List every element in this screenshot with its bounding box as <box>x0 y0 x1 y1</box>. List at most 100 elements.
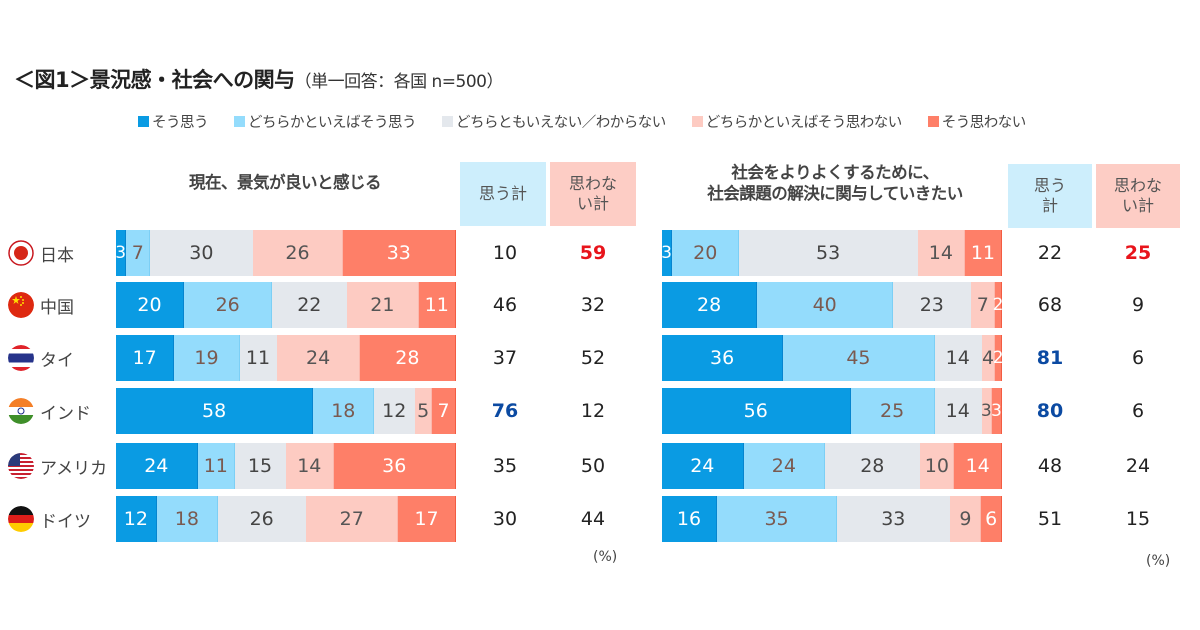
bar-segment: 21 <box>347 282 419 328</box>
data-label: 18 <box>331 400 356 422</box>
positive-total-value: 81 <box>1036 347 1064 369</box>
bar-segment: 35 <box>716 496 838 542</box>
bar-segment: 18 <box>156 496 218 542</box>
bar-segment: 9 <box>950 496 982 542</box>
data-label: 26 <box>249 508 274 530</box>
legend-label: そう思わない <box>941 115 1027 131</box>
legend-label: どちらかといえばそう思う <box>248 115 417 131</box>
bar-segment: 28 <box>359 335 456 381</box>
legend: そう思う どちらかといえばそう思う どちらともいえない／わからない どちらかといえばそ… <box>138 111 1026 132</box>
bar-segment: 19 <box>174 335 240 381</box>
negative-total-value: 9 <box>1131 294 1145 316</box>
bar-segment: 28 <box>662 282 758 328</box>
positive-total-value: 30 <box>492 508 518 530</box>
country-label: アメリカ <box>8 453 107 479</box>
country-label: ドイツ <box>8 506 91 532</box>
data-label: 20 <box>137 294 162 316</box>
usa-flag-icon <box>8 453 34 479</box>
data-label: 2 <box>992 295 1004 315</box>
legend-label: どちらともいえない／わからない <box>456 115 666 131</box>
data-label: 36 <box>382 455 407 477</box>
negative-total-value: 12 <box>580 400 606 422</box>
data-label: 10 <box>924 455 949 477</box>
country-label: 中国 <box>8 292 74 318</box>
legend-item: どちらかといえばそう思わない <box>691 111 902 132</box>
bar-segment: 12 <box>116 496 157 542</box>
stacked-bar: 12 18 26 27 17 <box>116 496 456 542</box>
unit-label-left: (%) <box>593 549 618 565</box>
bar-segment: 36 <box>333 443 456 489</box>
data-label: 45 <box>846 347 871 369</box>
legend-swatch-icon <box>442 116 453 127</box>
data-label: 25 <box>879 400 905 422</box>
bar-segment: 26 <box>253 230 343 276</box>
stacked-bar: 28 40 23 7 2 <box>662 282 1004 328</box>
data-label: 3 <box>115 243 127 263</box>
data-label: 58 <box>202 400 227 422</box>
data-label: 40 <box>812 294 837 316</box>
legend-label: そう思う <box>152 115 209 131</box>
bar-segment: 14 <box>934 388 982 434</box>
bar-segment: 10 <box>920 443 955 489</box>
data-label: 28 <box>395 347 420 369</box>
positive-total-value: 51 <box>1037 508 1063 530</box>
country-name: ドイツ <box>40 511 91 532</box>
china-flag-icon <box>8 292 34 318</box>
data-label: 3 <box>661 243 672 263</box>
bar-segment: 53 <box>739 230 918 276</box>
data-label: 14 <box>928 242 953 264</box>
legend-swatch-icon <box>927 116 939 127</box>
bar-segment: 27 <box>306 496 399 542</box>
bar-segment: 3 <box>661 230 673 276</box>
bar-segment: 11 <box>239 335 278 381</box>
data-label: 33 <box>386 242 411 264</box>
bar-segment: 11 <box>197 443 235 489</box>
data-label: 30 <box>189 242 214 264</box>
bar-segment: 14 <box>954 443 1002 489</box>
left-header-negative-total: 思わな い計 <box>550 162 636 226</box>
bar-segment: 14 <box>285 443 334 489</box>
positive-total-value: 35 <box>492 455 518 477</box>
data-label: 26 <box>285 242 310 264</box>
bar-segment: 12 <box>374 388 416 434</box>
legend-swatch-icon <box>138 116 149 127</box>
japan-flag-icon <box>8 240 34 266</box>
negative-total-value: 50 <box>580 455 606 477</box>
country-label: タイ <box>8 345 74 371</box>
bar-segment: 23 <box>893 282 972 328</box>
data-label: 17 <box>414 508 439 530</box>
bar-segment: 26 <box>217 496 307 542</box>
bar-segment: 14 <box>934 335 982 381</box>
data-label: 14 <box>945 400 970 422</box>
data-label: 28 <box>860 455 885 477</box>
bar-segment: 11 <box>964 230 1002 276</box>
bar-segment: 33 <box>837 496 951 542</box>
negative-total-value: 25 <box>1124 242 1152 264</box>
positive-total-value: 22 <box>1037 242 1063 264</box>
data-label: 17 <box>132 347 157 369</box>
stacked-bar: 24 11 15 14 36 <box>116 443 456 489</box>
data-label: 35 <box>764 508 789 530</box>
data-label: 28 <box>697 294 722 316</box>
india-flag-icon <box>8 398 34 424</box>
bar-segment: 24 <box>277 335 360 381</box>
country-name: インド <box>40 403 91 424</box>
data-label: 12 <box>382 400 407 422</box>
positive-total-value: 80 <box>1036 400 1064 422</box>
data-label: 11 <box>245 347 271 369</box>
data-label: 24 <box>306 347 331 369</box>
bar-segment: 24 <box>662 443 744 489</box>
bar-segment: 15 <box>234 443 286 489</box>
bar-segment: 3 <box>115 230 127 276</box>
data-label: 24 <box>144 455 169 477</box>
country-name: アメリカ <box>40 458 108 479</box>
positive-total-value: 48 <box>1037 455 1063 477</box>
bar-segment: 45 <box>783 335 935 381</box>
negative-total-value: 6 <box>1131 347 1145 369</box>
legend-item: そう思う <box>138 111 209 132</box>
stacked-bar: 17 19 11 24 28 <box>116 335 456 381</box>
bar-segment: 22 <box>272 282 348 328</box>
data-label: 7 <box>437 400 450 422</box>
data-label: 11 <box>424 294 449 316</box>
bar-segment: 17 <box>116 335 175 381</box>
